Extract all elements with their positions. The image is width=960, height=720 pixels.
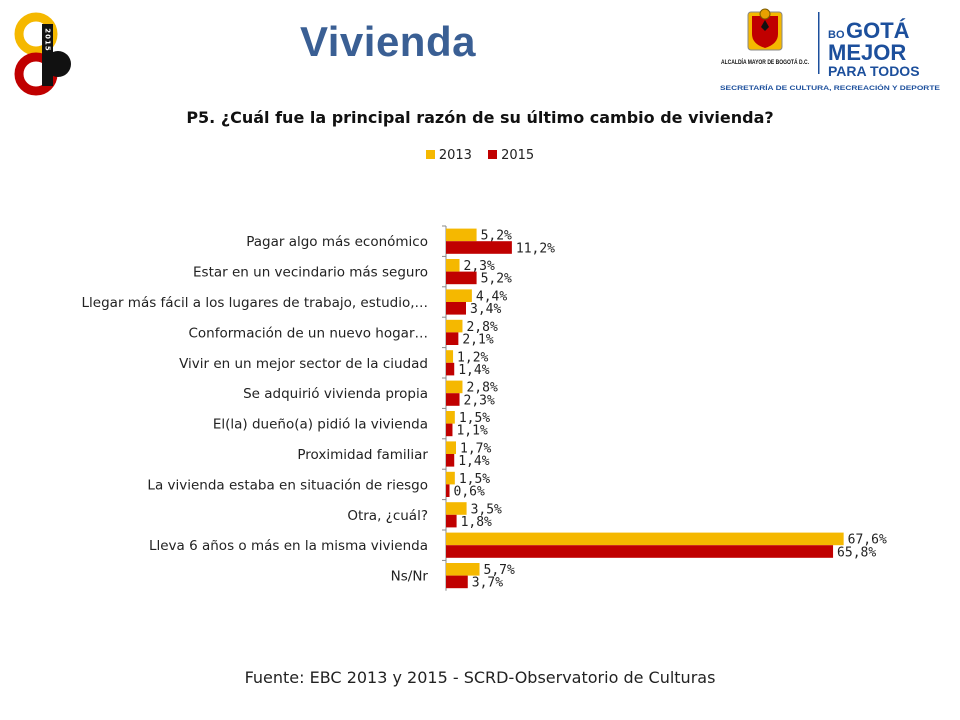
category-label: Ns/Nr [391,569,429,585]
bar-2013 [446,259,460,272]
category-label: El(la) dueño(a) pidió la vivienda [213,417,428,433]
category-label: Se adquirió vivienda propia [243,386,428,402]
bar-2013 [446,532,844,546]
legend-item-2015: 2015 [488,148,534,163]
category-label: Estar en un vecindario más seguro [193,265,428,281]
category-label: La vivienda estaba en situación de riesg… [147,477,428,493]
data-label-2013: 2,3% [464,259,495,274]
bar-2013 [446,411,455,424]
category-label: Vivir en un mejor sector de la ciudad [179,356,428,372]
category-label: Llegar más fácil a los lugares de trabaj… [82,295,428,311]
legend-label-2015: 2015 [501,148,535,163]
bar-2013 [446,441,456,454]
data-label-2013: 4,4% [476,290,507,305]
bar-2013 [446,502,467,515]
logo-year: 2015 [44,28,52,51]
data-label-2015: 0,6% [454,485,485,500]
logo-circle-right [45,51,71,77]
bar-2015 [446,271,477,285]
bar-2015 [446,514,457,528]
data-label-2015: 1,8% [461,515,492,530]
logo-divider [818,12,820,74]
category-label: Pagar algo más económico [246,234,428,250]
bar-2015 [446,454,455,467]
legend-item-2013: 2013 [425,148,472,163]
bar-2013 [446,471,455,485]
category-label: Proximidad familiar [297,447,428,463]
data-label-2015: 5,2% [481,272,512,287]
data-label-2015: 11,2% [516,241,555,256]
bar-2013 [446,350,454,363]
government-logo: ALCALDÍA MAYOR DE BOGOTÁ D.C. BO GOTÁ ME… [720,8,940,92]
source-note: Fuente: EBC 2013 y 2015 - SCRD-Observato… [244,668,716,687]
data-label-2013: 1,7% [460,442,491,457]
page-title: Vivienda [300,18,476,65]
legend-swatch-2013 [425,150,435,159]
data-label-2013: 67,6% [848,533,887,548]
bar-2013 [446,380,463,394]
category-label: Lleva 6 años o más en la misma vivienda [149,538,428,554]
bar-2015 [446,484,450,497]
bar-2013 [446,289,472,302]
entity-name: ALCALDÍA MAYOR DE BOGOTÁ D.C. [721,58,809,66]
logo-bar [42,24,53,86]
bar-2015 [446,302,466,315]
category-label: Otra, ¿cuál? [347,508,428,524]
bar-2013 [446,319,463,333]
bar-2013 [446,563,480,576]
data-label-2013: 5,2% [481,229,512,244]
event-logo: 2015 [14,12,71,96]
brand-line3: PARA TODOS [828,63,920,79]
bar-2015 [446,362,455,376]
secretariat-name: SECRETARÍA DE CULTURA, RECREACIÓN Y DEPO… [720,84,940,92]
data-label-2015: 2,3% [464,393,495,408]
data-label-2013: 3,5% [471,502,502,517]
legend-swatch-2015 [488,150,498,159]
bar-2013 [446,228,477,242]
data-label-2013: 2,8% [466,320,497,335]
coat-of-arms-icon [747,8,783,51]
bar-2015 [446,423,453,437]
data-label-2015: 2,1% [462,333,493,348]
data-label-2013: 1,5% [459,411,490,426]
bar-2015 [446,393,460,406]
data-label-2015: 1,1% [456,424,487,439]
bar-2015 [446,241,512,254]
data-label-2015: 1,4% [458,454,489,469]
chart-title: P5. ¿Cuál fue la principal razón de su ú… [186,108,774,127]
data-label-2013: 5,7% [484,563,515,578]
legend-label-2013: 2013 [438,148,472,163]
bar-2015 [446,575,468,589]
chart-legend: 2013 2015 [0,148,960,163]
data-label-2015: 3,7% [472,576,503,591]
brand-line1: GOTÁ [846,18,910,43]
bar-2015 [446,332,459,345]
brand-line2: MEJOR [828,40,906,65]
data-label-2015: 1,4% [458,363,489,378]
brand-line1-prefix: BO [828,29,845,41]
data-label-2015: 3,4% [470,302,501,317]
data-label-2015: 65,8% [837,545,876,560]
data-label-2013: 1,2% [457,350,488,365]
data-label-2013: 2,8% [466,381,497,396]
bar-2015 [446,545,834,558]
data-label-2013: 1,5% [459,472,490,487]
category-label: Conformación de un nuevo hogar… [188,325,428,341]
